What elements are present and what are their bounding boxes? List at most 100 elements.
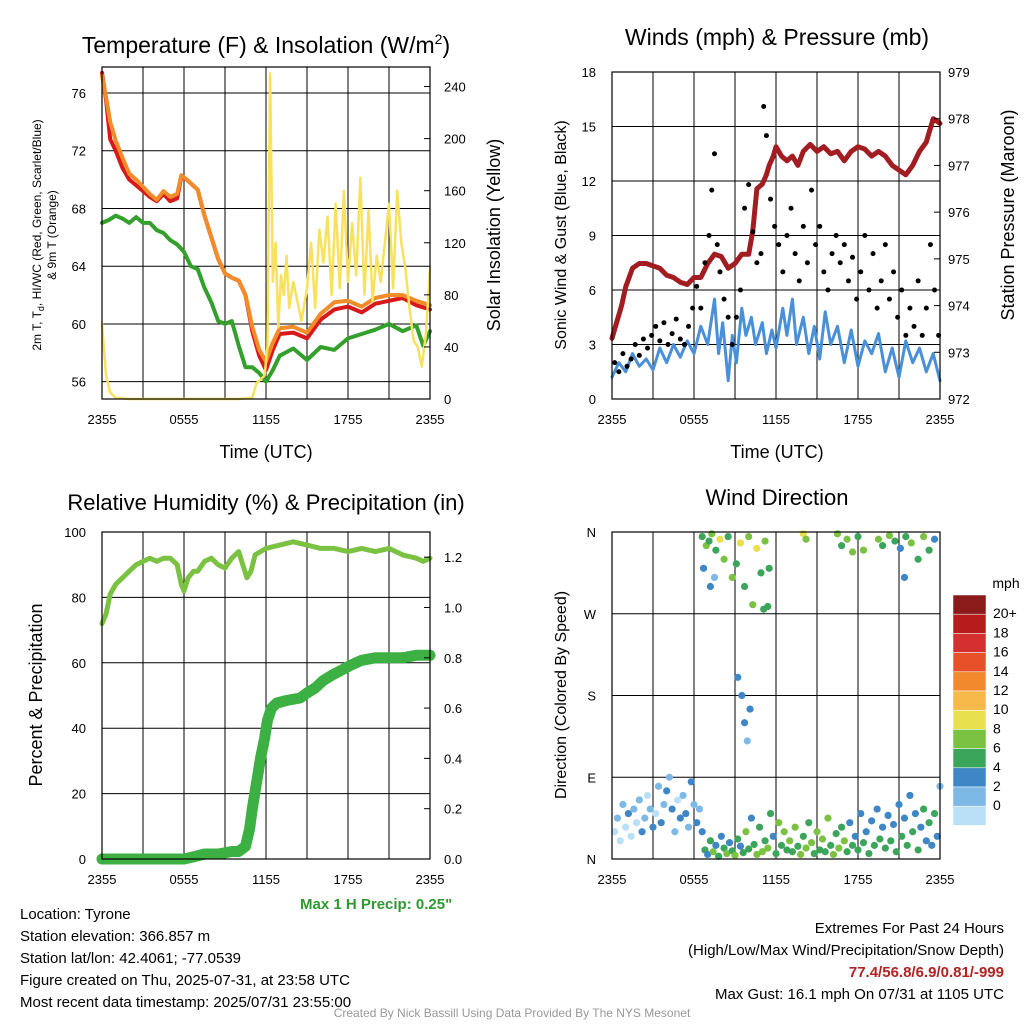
- direction-point: [892, 848, 900, 856]
- gust-point: [725, 314, 731, 320]
- gust-point: [899, 287, 905, 293]
- direction-point: [728, 573, 736, 582]
- y2-tick-label: 973: [948, 345, 970, 360]
- ylabel-subscript: d: [36, 306, 46, 311]
- gust-point: [698, 305, 704, 311]
- direction-point: [909, 828, 917, 836]
- y2-tick-label: 1.0: [444, 600, 462, 615]
- direction-point: [635, 796, 643, 804]
- gust-point: [628, 356, 634, 362]
- direction-point: [757, 569, 765, 577]
- y2-tick-label: 40: [444, 340, 458, 355]
- y2-tick-label: 240: [444, 80, 466, 95]
- x-tick-label: 1755: [334, 872, 363, 887]
- gust-point: [742, 205, 748, 211]
- gust-point: [673, 316, 679, 322]
- pressure-line: [609, 116, 943, 341]
- direction-point: [638, 828, 646, 836]
- direction-point: [827, 841, 835, 849]
- gust-point: [772, 223, 778, 229]
- direction-point: [698, 828, 706, 836]
- direction-point: [761, 537, 769, 545]
- direction-point: [624, 809, 633, 818]
- y-tick-label: 40: [72, 721, 86, 736]
- winds-y2label: Station Pressure (Maroon): [998, 109, 1018, 320]
- direction-point: [643, 791, 652, 800]
- direction-point: [668, 805, 676, 813]
- direction-tick-label: S: [587, 689, 596, 704]
- precip-line: [96, 649, 436, 865]
- gust-point: [915, 278, 921, 284]
- plot-border: [611, 71, 941, 400]
- direction-point: [900, 573, 909, 582]
- direction-point: [930, 535, 939, 543]
- y2-tick-label: 975: [948, 252, 970, 267]
- legend-label: 4: [993, 759, 1001, 775]
- direction-point: [687, 778, 695, 786]
- legend-label: 6: [993, 740, 1001, 756]
- direction-point: [693, 819, 701, 827]
- y2-tick-label: 0.6: [444, 701, 462, 716]
- direction-point: [705, 537, 713, 545]
- direction-point: [627, 832, 635, 840]
- direction-point: [736, 539, 745, 547]
- title-part: ): [442, 32, 450, 58]
- gust-point: [813, 242, 819, 248]
- wind-line: [610, 297, 942, 383]
- direction-point: [862, 828, 870, 836]
- legend-label: 0: [993, 797, 1001, 813]
- gust-point: [796, 278, 802, 284]
- gust-point: [761, 104, 767, 110]
- direction-point: [917, 823, 925, 831]
- direction-point: [740, 719, 749, 727]
- extremes-values: 77.4/56.8/6.9/0.81/-999: [848, 964, 1004, 981]
- direction-point: [764, 602, 772, 611]
- direction-point: [930, 809, 939, 818]
- direction-point: [835, 844, 843, 852]
- ylabel-part: , HI/WC (Red, Green, Scarlet/Blue): [30, 119, 44, 306]
- direction-point: [613, 814, 622, 822]
- gust-point: [788, 205, 794, 211]
- gust-point: [665, 342, 671, 347]
- gust-point: [780, 269, 786, 275]
- direction-point: [709, 848, 717, 856]
- direction-point: [761, 837, 769, 845]
- direction-point: [818, 835, 827, 843]
- direction-point: [920, 532, 928, 541]
- gust-point: [923, 305, 929, 311]
- gust-point: [837, 260, 843, 266]
- x-tick-label: 1155: [762, 412, 790, 427]
- direction-point: [832, 829, 840, 838]
- y2-tick-label: 979: [948, 65, 970, 80]
- solar-line: [100, 72, 432, 401]
- direction-point: [674, 796, 682, 804]
- winds-title: Winds (mph) & Pressure (mb): [625, 24, 929, 50]
- gust-point: [750, 229, 756, 235]
- x-tick-label: 1755: [844, 872, 873, 887]
- direction-point: [859, 839, 868, 847]
- direction-point: [889, 820, 898, 829]
- gust-point: [714, 242, 720, 248]
- direction-point: [794, 842, 802, 850]
- direction-point: [873, 805, 881, 813]
- direction-point: [885, 532, 894, 540]
- legend-label: 16: [993, 644, 1009, 660]
- x-tick-label: 1755: [844, 412, 873, 427]
- direction-point: [745, 532, 753, 541]
- direction-tick-label: W: [584, 607, 597, 622]
- direction-point: [654, 782, 663, 790]
- direction-point: [716, 535, 724, 543]
- direction-point: [684, 823, 693, 831]
- y2-tick-label: 120: [444, 236, 466, 251]
- direction-point: [712, 841, 720, 849]
- direction-point: [734, 835, 742, 843]
- direction-point: [791, 823, 799, 831]
- y-tick-label: 3: [589, 338, 596, 353]
- legend-swatch: [952, 729, 987, 749]
- rh-line: [99, 539, 433, 627]
- legend-label: 20+: [993, 605, 1017, 621]
- gust-point: [677, 336, 683, 342]
- legend-swatch: [952, 633, 987, 653]
- humidity-ylabel: Percent & Precipitation: [26, 603, 46, 786]
- legend-label: 2: [993, 778, 1001, 794]
